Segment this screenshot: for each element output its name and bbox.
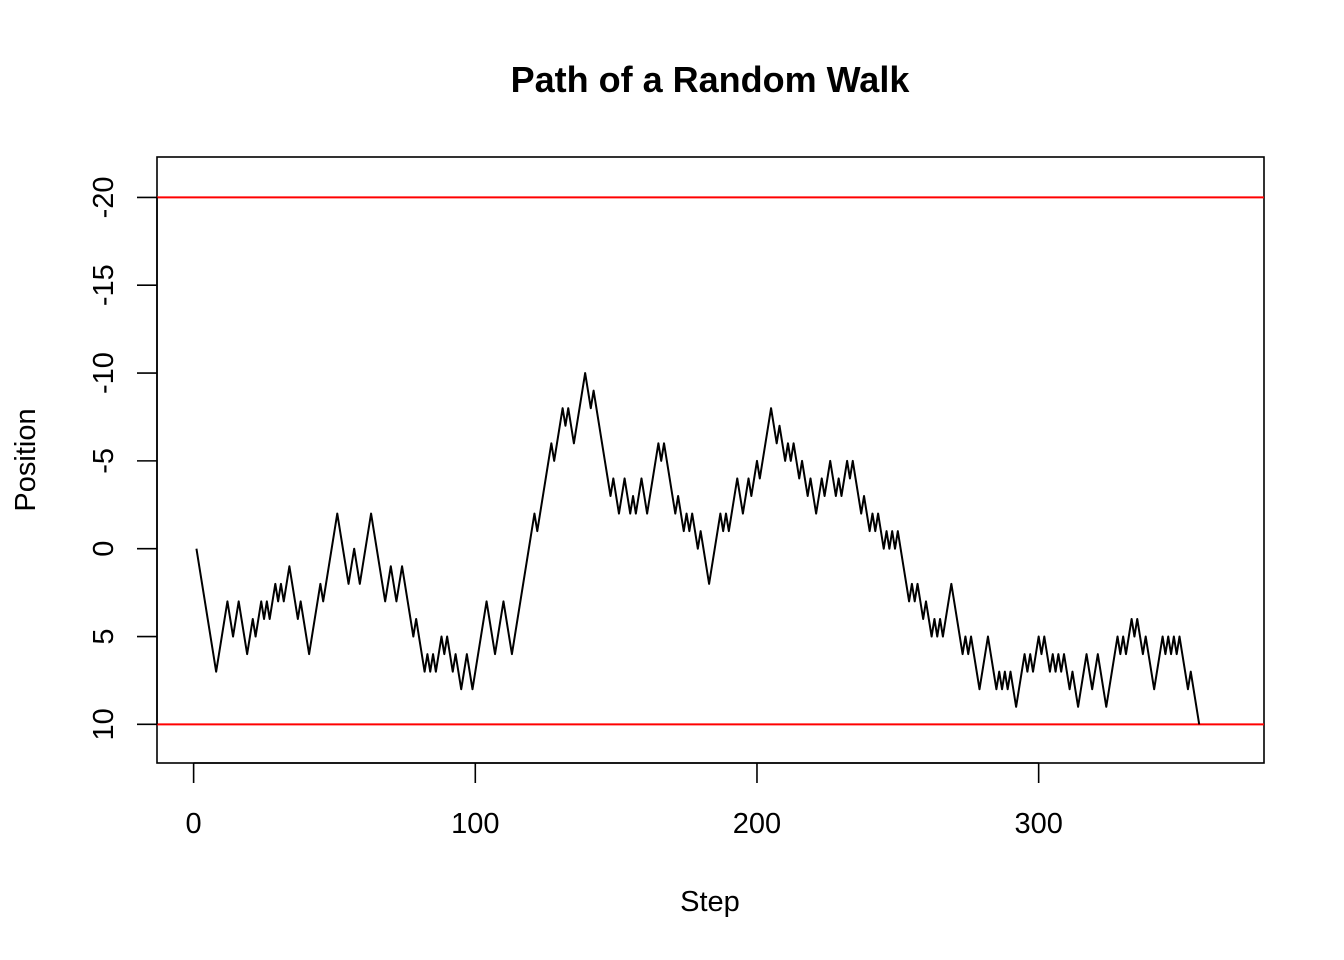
y-tick-label: 5 xyxy=(88,628,120,644)
y-tick-label: -15 xyxy=(88,264,120,306)
x-tick-label: 200 xyxy=(733,808,781,840)
series-layer xyxy=(195,372,1201,725)
y-axis-label: Position xyxy=(10,408,42,511)
y-tick-label: 0 xyxy=(88,541,120,557)
y-tick-label: -5 xyxy=(88,448,120,474)
x-axis-label: Step xyxy=(680,886,740,918)
x-axis: 0 100 200 300 xyxy=(186,762,1063,840)
reference-lines xyxy=(157,196,1264,726)
chart-title: Path of a Random Walk xyxy=(511,59,911,100)
y-axis: 10 5 0 -5 -10 -15 -20 xyxy=(88,176,158,740)
x-tick-label: 0 xyxy=(186,808,202,840)
y-tick-label: -20 xyxy=(88,176,120,218)
y-tick-label: -10 xyxy=(88,352,120,394)
y-tick-label: 10 xyxy=(88,708,120,740)
x-tick-label: 300 xyxy=(1014,808,1062,840)
x-tick-label: 100 xyxy=(451,808,499,840)
series-line-0 xyxy=(195,372,1201,725)
plot-frame xyxy=(156,156,1265,764)
